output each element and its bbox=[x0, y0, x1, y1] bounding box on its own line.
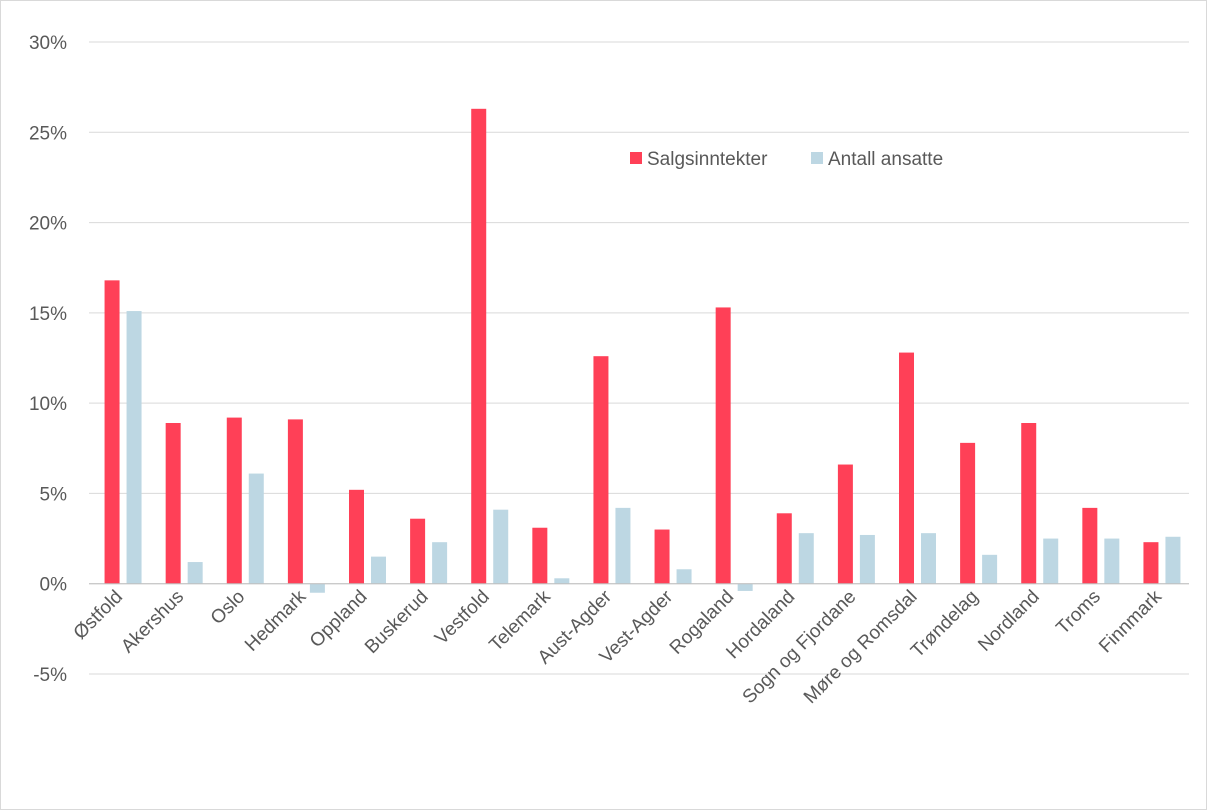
bar-salgsinntekter bbox=[287, 419, 303, 584]
x-category-label: Vestfold bbox=[431, 586, 494, 649]
x-category-label: Sogn og Fjordane bbox=[739, 586, 861, 708]
x-category-label: Hedmark bbox=[241, 586, 311, 656]
bars bbox=[104, 108, 1181, 593]
bar-salgsinntekter bbox=[654, 529, 670, 584]
x-category-label: Trøndelag bbox=[907, 586, 983, 662]
bar-antall-ansatte bbox=[921, 533, 936, 584]
x-category-label: Finnmark bbox=[1095, 586, 1166, 657]
bar-antall-ansatte bbox=[615, 507, 631, 584]
y-tick-label: 15% bbox=[29, 304, 67, 325]
legend-swatch bbox=[630, 152, 642, 164]
bar-salgsinntekter bbox=[1082, 507, 1098, 584]
bar-antall-ansatte bbox=[676, 569, 692, 584]
bar-antall-ansatte bbox=[371, 556, 386, 584]
bar-salgsinntekter bbox=[899, 352, 914, 584]
x-category-label: Buskerud bbox=[361, 586, 433, 658]
bar-antall-ansatte bbox=[126, 311, 142, 584]
bar-antall-ansatte bbox=[248, 473, 264, 584]
bar-salgsinntekter bbox=[1143, 542, 1159, 584]
bar-antall-ansatte bbox=[187, 562, 203, 584]
bar-salgsinntekter bbox=[532, 527, 548, 584]
bar-salgsinntekter bbox=[593, 356, 609, 584]
legend-label: Salgsinntekter bbox=[647, 149, 768, 170]
bar-salgsinntekter bbox=[837, 464, 853, 584]
bar-antall-ansatte bbox=[309, 583, 325, 593]
bar-salgsinntekter bbox=[410, 518, 426, 584]
bar-salgsinntekter bbox=[1021, 423, 1037, 584]
bar-antall-ansatte bbox=[554, 578, 570, 584]
bar-antall-ansatte bbox=[432, 542, 448, 584]
x-category-label: Akershus bbox=[117, 586, 188, 657]
y-tick-label: -5% bbox=[33, 665, 67, 686]
bar-antall-ansatte bbox=[982, 554, 998, 584]
bar-antall-ansatte bbox=[1104, 538, 1120, 584]
bar-antall-ansatte bbox=[798, 533, 814, 584]
legend-label: Antall ansatte bbox=[828, 149, 943, 170]
y-tick-label: 5% bbox=[40, 484, 68, 505]
bar-salgsinntekter bbox=[104, 280, 120, 584]
y-tick-label: 25% bbox=[29, 123, 67, 144]
y-tick-label: 30% bbox=[29, 33, 67, 54]
x-category-label: Møre og Romsdal bbox=[800, 586, 922, 708]
bar-antall-ansatte bbox=[859, 534, 875, 584]
legend: Salgsinntekter Antall ansatte bbox=[630, 149, 943, 170]
bar-salgsinntekter bbox=[715, 307, 731, 584]
y-axis-tick-labels: 30% 25% 20% 15% 10% 5% 0% -5% bbox=[29, 33, 67, 686]
bar-salgsinntekter bbox=[960, 442, 976, 584]
x-category-label: Oslo bbox=[207, 586, 249, 628]
bar-salgsinntekter bbox=[226, 417, 242, 584]
bar-antall-ansatte bbox=[493, 509, 509, 584]
y-tick-label: 10% bbox=[29, 394, 67, 415]
x-category-label: Østfold bbox=[70, 586, 127, 643]
bar-salgsinntekter bbox=[776, 513, 792, 584]
bar-antall-ansatte bbox=[737, 583, 753, 591]
y-tick-label: 20% bbox=[29, 214, 67, 235]
x-category-label: Nordland bbox=[974, 586, 1043, 655]
y-tick-label: 0% bbox=[40, 575, 68, 596]
x-category-label: Troms bbox=[1052, 586, 1104, 638]
bar-salgsinntekter bbox=[349, 489, 364, 584]
bar-antall-ansatte bbox=[1043, 538, 1059, 584]
bar-antall-ansatte bbox=[1165, 536, 1181, 584]
bar-salgsinntekter bbox=[165, 423, 181, 584]
legend-swatch bbox=[811, 152, 823, 164]
bar-salgsinntekter bbox=[471, 108, 487, 584]
